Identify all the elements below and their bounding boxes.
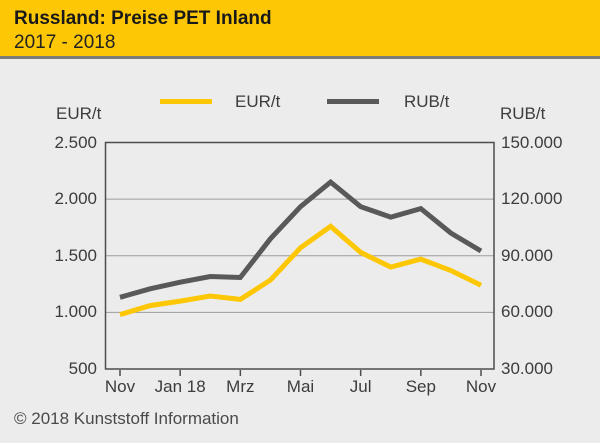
series-line-eurt bbox=[119, 223, 483, 317]
left-axis-tick-label: 1.500 bbox=[54, 245, 97, 265]
chart-subtitle: 2017 - 2018 bbox=[14, 32, 116, 53]
right-axis-tick-label: 90.000 bbox=[501, 245, 553, 265]
x-axis-tick-label: Jul bbox=[349, 377, 372, 396]
chart-title: Russland: Preise PET Inland bbox=[14, 8, 272, 29]
x-axis-tick-label: Jan 18 bbox=[154, 377, 206, 396]
left-axis-tick-label: 1.000 bbox=[54, 302, 97, 322]
chart-header: Russland: Preise PET Inland 2017 - 2018 bbox=[0, 0, 600, 59]
legend-label-rub: RUB/t bbox=[404, 92, 450, 111]
x-axis-tick-label: Nov bbox=[465, 377, 497, 396]
legend-swatch-eur bbox=[160, 99, 212, 104]
right-axis-unit-label: RUB/t bbox=[500, 104, 546, 123]
left-axis-tick-label: 2.000 bbox=[54, 189, 97, 209]
copyright-text: © 2018 Kunststoff Information bbox=[14, 409, 239, 428]
right-axis-tick-label: 30.000 bbox=[501, 359, 553, 378]
series-line-rubt bbox=[119, 178, 483, 300]
x-axis-tick-label: Mai bbox=[286, 377, 315, 396]
left-axis-tick-label: 500 bbox=[68, 359, 97, 378]
right-axis-tick-label: 150.000 bbox=[501, 132, 563, 152]
x-axis-tick-label: Sep bbox=[405, 377, 436, 396]
right-axis-tick-label: 120.000 bbox=[501, 189, 563, 209]
plot-frame bbox=[104, 141, 495, 370]
right-axis-tick-label: 60.000 bbox=[501, 302, 553, 322]
left-axis-unit-label: EUR/t bbox=[56, 104, 102, 123]
legend-swatch-rub bbox=[327, 99, 379, 104]
x-axis-tick-label: Nov bbox=[104, 377, 136, 396]
left-axis-tick-label: 2.500 bbox=[54, 132, 97, 152]
legend-label-eur: EUR/t bbox=[235, 92, 281, 111]
x-axis-tick-label: Mrz bbox=[226, 377, 255, 396]
